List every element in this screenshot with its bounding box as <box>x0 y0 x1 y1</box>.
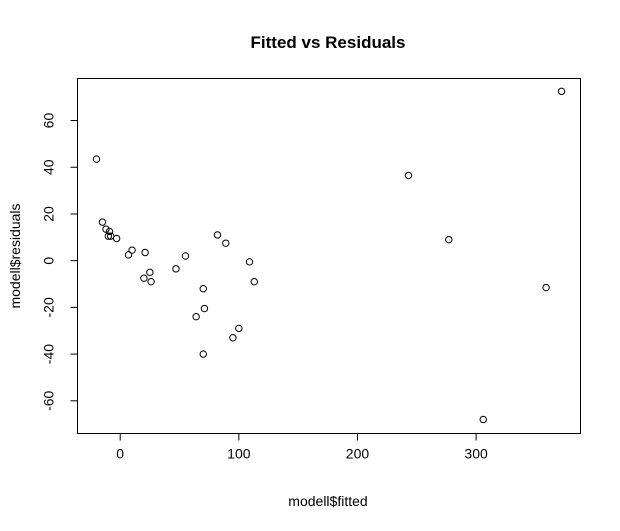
y-axis-label: modell$residuals <box>7 203 23 308</box>
data-point <box>199 350 207 358</box>
data-point <box>542 283 550 292</box>
data-point <box>235 324 243 333</box>
x-axis: 0 100 200 300 <box>116 433 488 462</box>
data-point <box>250 277 258 286</box>
x-tick-label: 0 <box>116 446 124 462</box>
data-point <box>124 251 133 259</box>
data-point <box>245 258 254 266</box>
data-point <box>479 415 487 424</box>
data-point <box>404 171 413 180</box>
data-point <box>200 304 209 313</box>
data-point <box>445 235 453 244</box>
data-point <box>172 265 180 273</box>
data-point <box>105 227 114 236</box>
y-tick-label: 20 <box>41 206 57 222</box>
y-tick-label: 40 <box>41 159 57 175</box>
data-point <box>199 284 207 293</box>
data-point <box>192 313 200 321</box>
y-tick-label: -40 <box>41 344 57 364</box>
data-point <box>146 268 154 277</box>
data-point <box>98 218 107 226</box>
data-points <box>92 87 566 424</box>
data-point <box>112 234 121 243</box>
data-point <box>557 87 566 96</box>
data-point <box>213 231 222 239</box>
y-axis: -60 -40 -20 0 20 40 60 <box>41 113 78 411</box>
x-tick-label: 200 <box>346 446 370 462</box>
data-point <box>104 232 113 240</box>
data-point <box>128 246 136 254</box>
x-tick-label: 300 <box>464 446 488 462</box>
y-tick-label: -60 <box>41 390 57 410</box>
x-tick-label: 100 <box>227 446 251 462</box>
data-point <box>140 274 148 282</box>
data-point <box>92 155 101 163</box>
plot-frame <box>77 78 581 434</box>
x-axis-label: modell$fitted <box>288 493 367 509</box>
data-point <box>147 277 155 286</box>
y-tick-label: -20 <box>41 297 57 317</box>
y-tick-label: 60 <box>41 113 57 129</box>
data-point <box>222 239 230 247</box>
data-point <box>181 252 190 260</box>
y-tick-label: 0 <box>41 257 57 265</box>
data-point <box>229 334 237 342</box>
chart-title: Fitted vs Residuals <box>251 33 406 52</box>
data-point <box>141 248 149 257</box>
